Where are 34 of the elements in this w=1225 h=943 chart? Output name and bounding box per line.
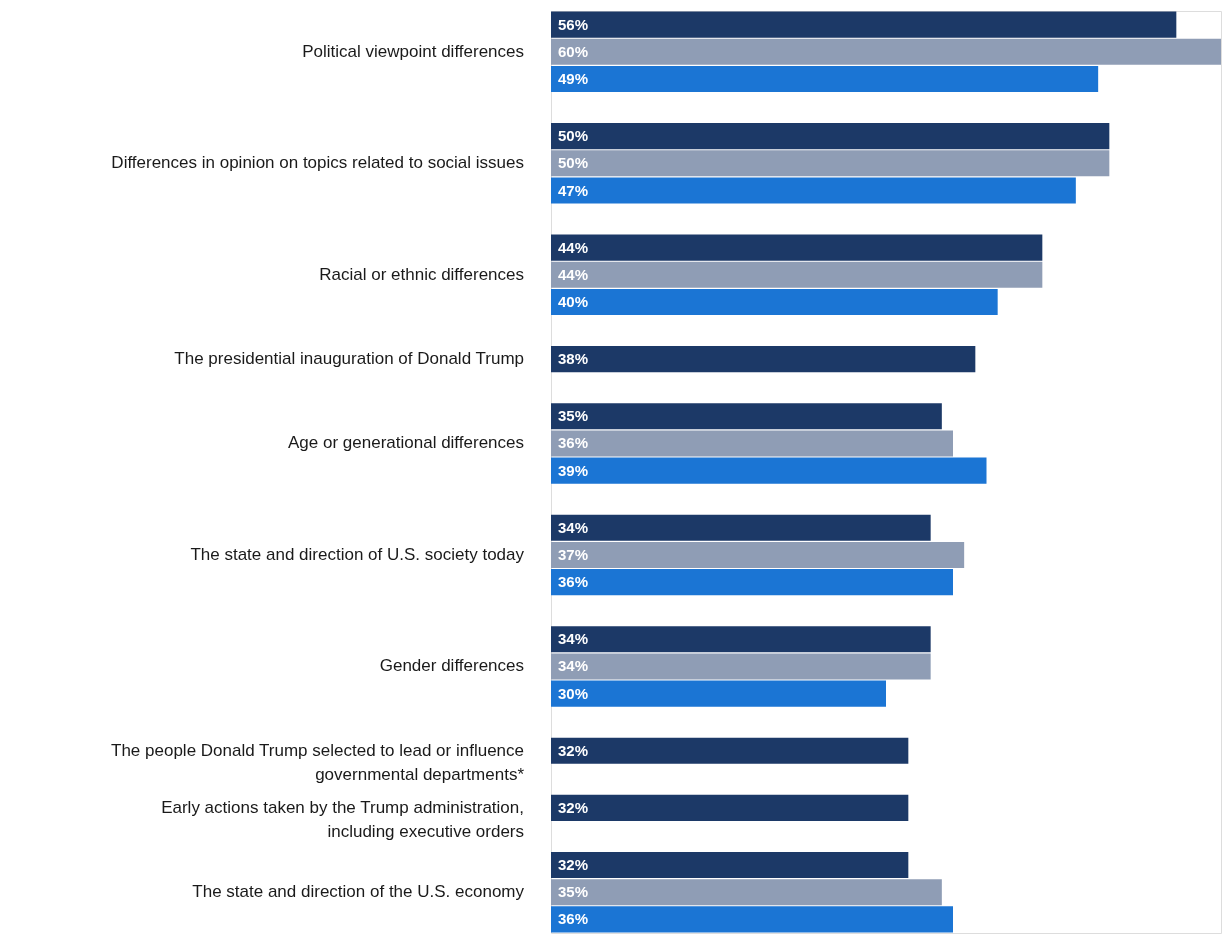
data-label: 56% xyxy=(558,15,589,33)
data-label: 44% xyxy=(558,238,589,256)
data-label: 50% xyxy=(558,127,589,145)
data-label: 32% xyxy=(558,798,589,816)
data-label: 34% xyxy=(558,518,589,536)
data-label: 35% xyxy=(558,407,589,425)
data-label: 36% xyxy=(558,434,589,452)
data-label: 36% xyxy=(558,573,589,591)
y-tick-label: The people Donald Trump selected to lead or influence governmental departments* xyxy=(111,740,525,784)
data-label: 39% xyxy=(558,461,589,479)
data-label: 32% xyxy=(558,856,589,874)
y-tick-label: Political viewpoint differences xyxy=(302,41,524,61)
y-tick-label: Racial or ethnic differences xyxy=(319,264,524,284)
data-label: 44% xyxy=(558,265,589,283)
data-label: 50% xyxy=(558,154,589,172)
data-label: 60% xyxy=(558,42,589,60)
data-label: 40% xyxy=(558,293,589,311)
data-label: 36% xyxy=(558,910,589,928)
data-label: 38% xyxy=(558,350,589,368)
y-tick-label: The presidential inauguration of Donald Trump xyxy=(174,349,524,369)
y-tick-label: Age or generational differences xyxy=(288,433,524,453)
data-label: 32% xyxy=(558,741,589,759)
y-tick-label: The state and direction of U.S. society today xyxy=(190,544,525,564)
data-label: 30% xyxy=(558,684,589,702)
data-label: 34% xyxy=(558,657,589,675)
data-label: 37% xyxy=(558,545,589,563)
data-label: 47% xyxy=(558,181,589,199)
y-tick-label: Differences in opinion on topics related to social issues xyxy=(111,153,524,173)
data-label: 35% xyxy=(558,883,589,901)
y-tick-label: The state and direction of the U.S. economy xyxy=(192,882,525,902)
y-tick-label: Gender differences xyxy=(379,656,524,676)
data-label: 34% xyxy=(558,630,589,648)
y-tick-label: Early actions taken by the Trump administration, including executive orders xyxy=(161,797,524,841)
data-label: 49% xyxy=(558,69,589,87)
